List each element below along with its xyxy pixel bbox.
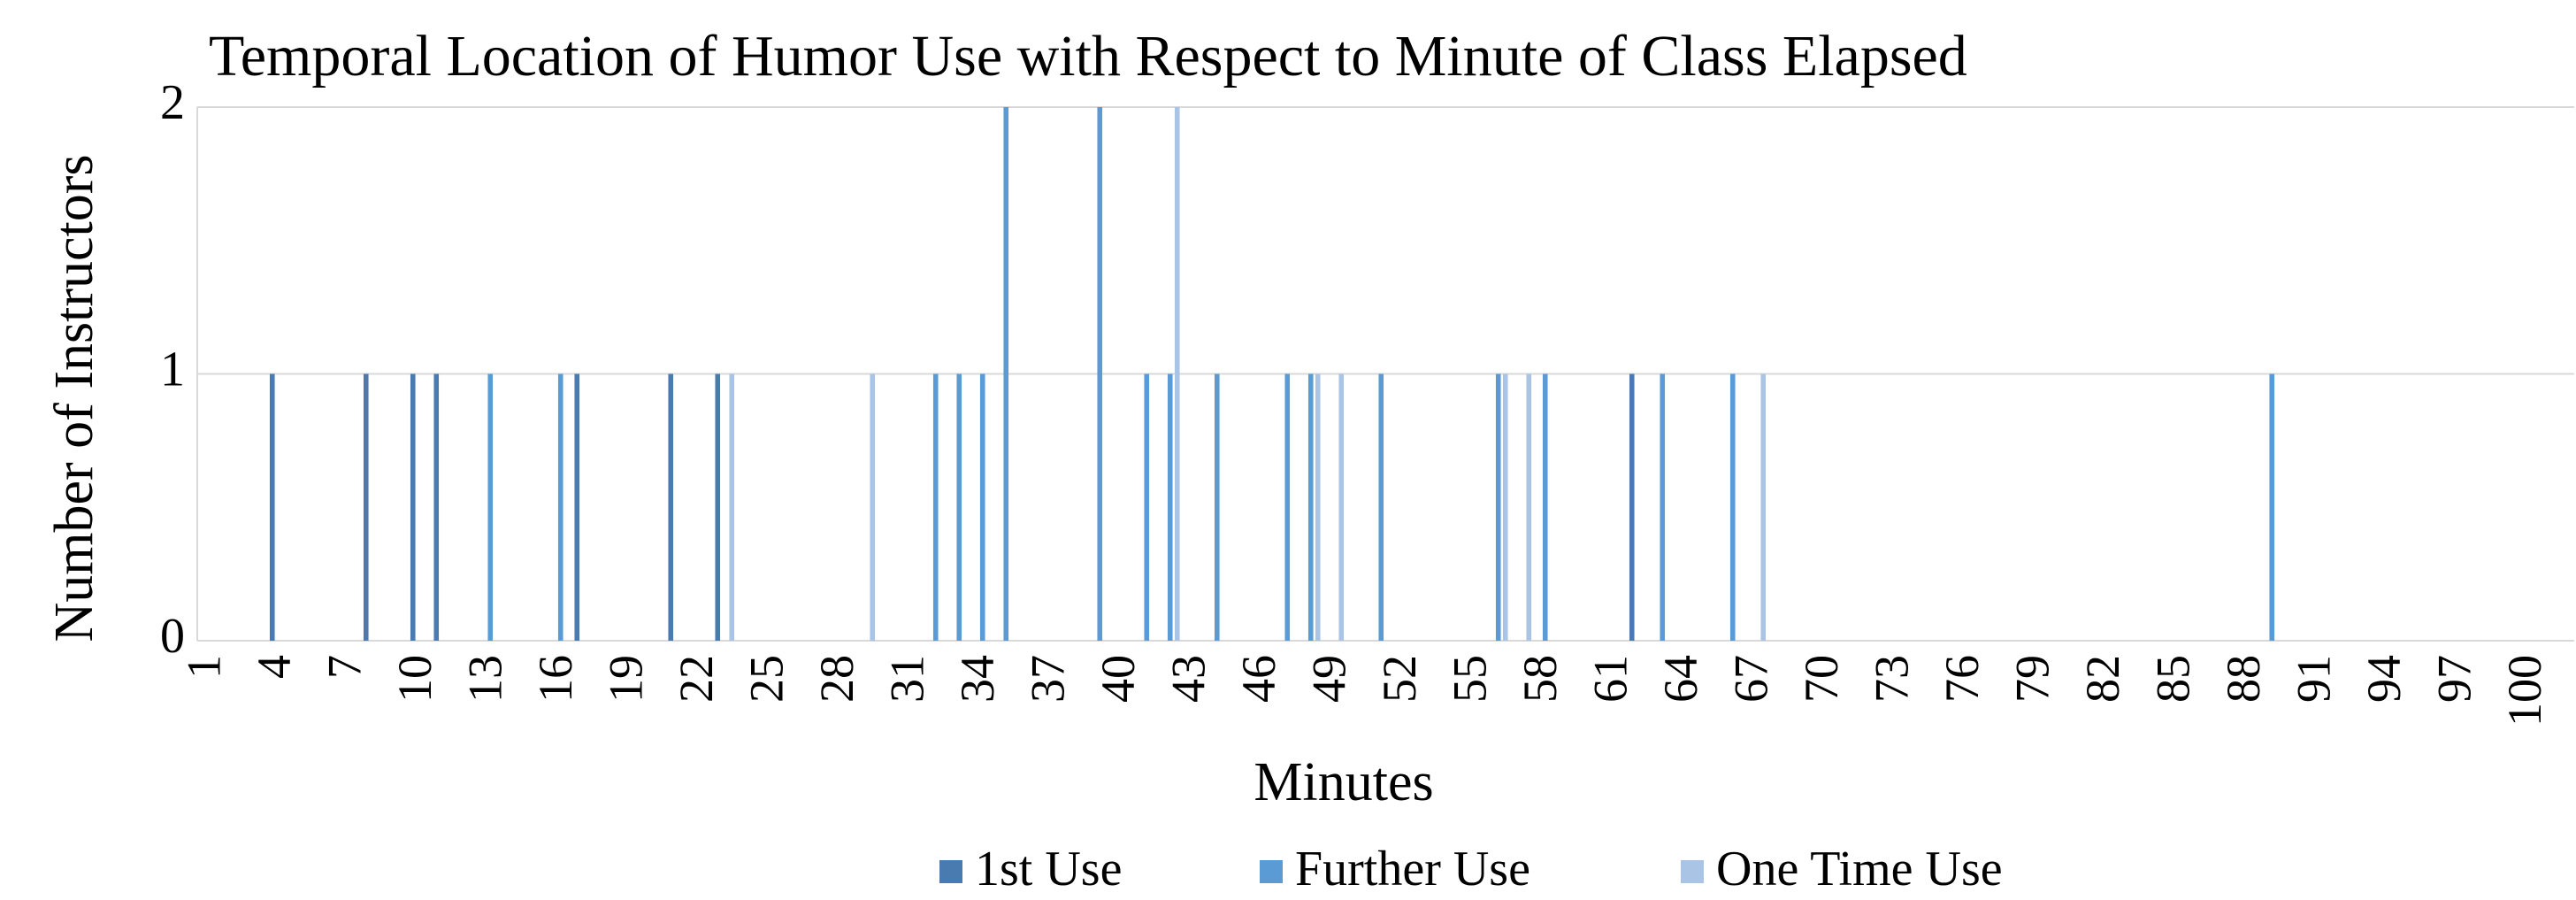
legend-swatch (1260, 860, 1283, 883)
x-tick-label: 100 (2498, 655, 2551, 727)
x-tick-label: 37 (1022, 655, 1075, 703)
bar (1760, 373, 1767, 641)
bar (956, 373, 962, 641)
bar (1338, 373, 1345, 641)
x-tick-label: 70 (1795, 655, 1848, 703)
legend-swatch (1681, 860, 1704, 883)
legend-swatch (939, 860, 962, 883)
x-tick-label: 1 (178, 655, 231, 679)
bar (870, 373, 876, 641)
x-tick-label: 61 (1584, 655, 1637, 703)
x-tick-label: 67 (1725, 655, 1778, 703)
bar (574, 373, 580, 641)
x-tick-label: 7 (318, 655, 372, 679)
bar (363, 373, 369, 641)
x-axis-label: Minutes (1254, 752, 1433, 812)
bar (1144, 373, 1150, 641)
bar (269, 373, 275, 641)
x-tick-label: 91 (2288, 655, 2341, 703)
x-tick-label: 31 (881, 655, 934, 703)
bar (1167, 373, 1173, 641)
x-tick-label: 10 (388, 655, 441, 703)
bar (2269, 373, 2275, 641)
bar (1526, 373, 1532, 641)
bar (1495, 373, 1501, 641)
chart-title: Temporal Location of Humor Use with Resp… (209, 24, 1967, 88)
x-tick-label: 85 (2147, 655, 2200, 703)
bar (1378, 373, 1384, 641)
y-axis-label: Number of Instructors (44, 155, 104, 642)
x-tick-label: 19 (600, 655, 653, 703)
x-tick-label: 82 (2076, 655, 2129, 703)
legend-label: 1st Use (975, 842, 1122, 896)
bar (1502, 373, 1508, 641)
x-tick-label: 52 (1373, 655, 1426, 703)
x-tick-label: 73 (1866, 655, 1919, 703)
y-tick-label: 0 (160, 609, 185, 664)
bar (1097, 107, 1103, 641)
bar (557, 373, 564, 641)
bar (729, 373, 735, 641)
x-tick-label: 13 (459, 655, 512, 703)
x-tick-label: 28 (810, 655, 863, 703)
x-tick-label: 40 (1092, 655, 1145, 703)
x-tick-label: 79 (2006, 655, 2059, 703)
x-tick-label: 97 (2428, 655, 2481, 703)
x-tick-label: 25 (740, 655, 794, 703)
bar (1003, 107, 1009, 641)
y-tick-label: 2 (160, 75, 185, 130)
bar (1729, 373, 1736, 641)
x-tick-label: 55 (1444, 655, 1497, 703)
bar (487, 373, 494, 641)
x-tick-label: 58 (1514, 655, 1567, 703)
bar (1174, 107, 1180, 641)
x-tick-label: 4 (248, 655, 301, 679)
x-tick-label: 16 (529, 655, 582, 703)
bar (979, 373, 985, 641)
bar (715, 373, 721, 641)
x-tick-label: 76 (1936, 655, 1989, 703)
bar (1214, 373, 1220, 641)
x-tick-label: 64 (1654, 655, 1707, 703)
bar (1315, 373, 1321, 641)
x-tick-label: 49 (1303, 655, 1356, 703)
x-tick-label: 88 (2217, 655, 2270, 703)
bar (1660, 373, 1666, 641)
bar (1629, 373, 1635, 641)
y-tick-label: 1 (160, 342, 185, 396)
x-tick-label: 46 (1232, 655, 1285, 703)
bar (1542, 373, 1548, 641)
x-tick-label: 43 (1162, 655, 1215, 703)
bar (1307, 373, 1314, 641)
x-tick-label: 94 (2358, 655, 2411, 703)
legend-label: One Time Use (1716, 842, 2003, 896)
x-tick-label: 22 (670, 655, 723, 703)
bar (668, 373, 674, 641)
legend-label: Further Use (1295, 842, 1530, 896)
bar (1284, 373, 1291, 641)
x-tick-label: 34 (951, 655, 1004, 703)
bar (410, 373, 416, 641)
bar (433, 373, 440, 641)
bar (932, 373, 939, 641)
